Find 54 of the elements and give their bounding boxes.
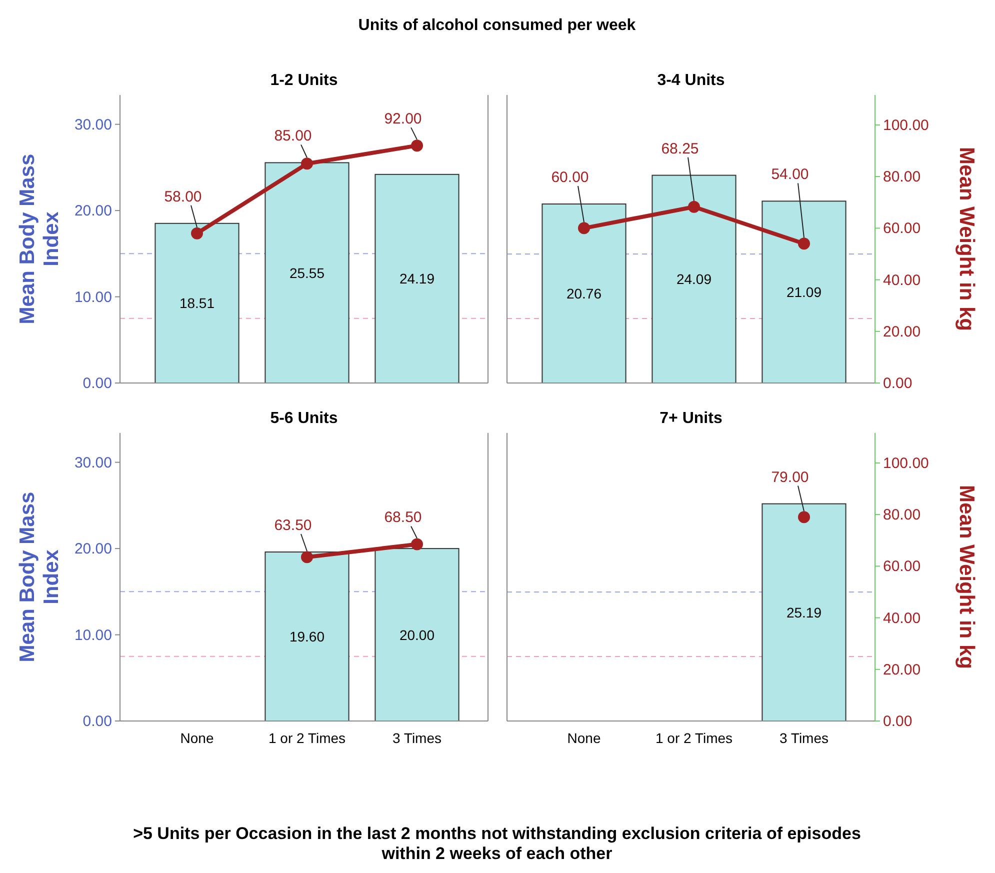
data-label: 21.09 <box>786 284 822 300</box>
data-label: 92.00 <box>384 110 422 128</box>
y-tick-label: 10.00 <box>74 626 112 644</box>
y2-tick-label: 20.00 <box>883 661 921 678</box>
y-tick-label: 10.00 <box>74 288 112 306</box>
y2-tick-label: 60.00 <box>883 220 921 238</box>
data-label: 20.00 <box>399 626 435 643</box>
x-tick-label: 3 Times <box>779 730 829 746</box>
y2-tick-label: 20.00 <box>883 323 921 340</box>
y2-tick-label: 0.00 <box>883 375 912 392</box>
y2-tick-label: 0.00 <box>883 713 912 730</box>
x-tick-label: None <box>180 730 214 746</box>
y2-tick-label: 80.00 <box>883 168 921 186</box>
data-label: 60.00 <box>551 168 589 186</box>
y-tick-label: 20.00 <box>74 202 112 220</box>
x-axis-title: >5 Units per Occasion in the last 2 months not withstanding exclusion criteria of episodes within 2 weeks of each other <box>133 824 861 863</box>
data-label: 85.00 <box>274 128 312 145</box>
x-tick-label: 1 or 2 Times <box>655 730 733 746</box>
data-label: 54.00 <box>771 166 809 184</box>
data-label: 24.19 <box>399 270 435 287</box>
data-label: 68.50 <box>384 509 422 526</box>
y2-axis-title: Mean Weight in kg <box>955 485 978 669</box>
y2-tick-label: 80.00 <box>883 506 921 524</box>
data-label: 79.00 <box>771 468 809 486</box>
y-tick-label: 0.00 <box>82 713 112 730</box>
data-label: 20.76 <box>566 285 602 302</box>
y-tick-label: 20.00 <box>74 540 112 558</box>
data-label: 58.00 <box>164 188 202 206</box>
x-tick-label: None <box>567 730 601 746</box>
x-tick-label: 3 Times <box>392 730 442 746</box>
data-label: 24.09 <box>676 271 712 288</box>
y2-tick-label: 40.00 <box>883 272 921 289</box>
chart-title: 7+ Units <box>660 410 722 427</box>
y-tick-label: 30.00 <box>74 454 112 472</box>
x-tick-label: 1 or 2 Times <box>268 730 346 746</box>
y2-tick-label: 60.00 <box>883 558 921 576</box>
data-label: 25.19 <box>786 604 822 620</box>
y-axis-title: Mean Body Mass Index <box>16 492 63 662</box>
chart-title: 1-2 Units <box>270 72 338 89</box>
y-tick-label: 30.00 <box>74 116 112 134</box>
y2-tick-label: 100.00 <box>883 116 929 134</box>
y2-tick-label: 40.00 <box>883 610 921 627</box>
data-label: 68.25 <box>661 140 699 158</box>
y2-tick-label: 100.00 <box>883 454 929 472</box>
y-tick-label: 0.00 <box>82 375 112 392</box>
y2-axis-title: Mean Weight in kg <box>955 147 978 331</box>
y-axis-title: Mean Body Mass Index <box>16 154 63 324</box>
chart-title: 5-6 Units <box>270 410 338 427</box>
data-label: 19.60 <box>289 628 325 644</box>
data-label: 18.51 <box>179 295 215 312</box>
chart-title: 3-4 Units <box>657 72 725 89</box>
text: Units of alcohol consumed per week <box>358 17 636 34</box>
data-label: 63.50 <box>274 516 312 534</box>
data-label: 25.55 <box>289 264 325 281</box>
